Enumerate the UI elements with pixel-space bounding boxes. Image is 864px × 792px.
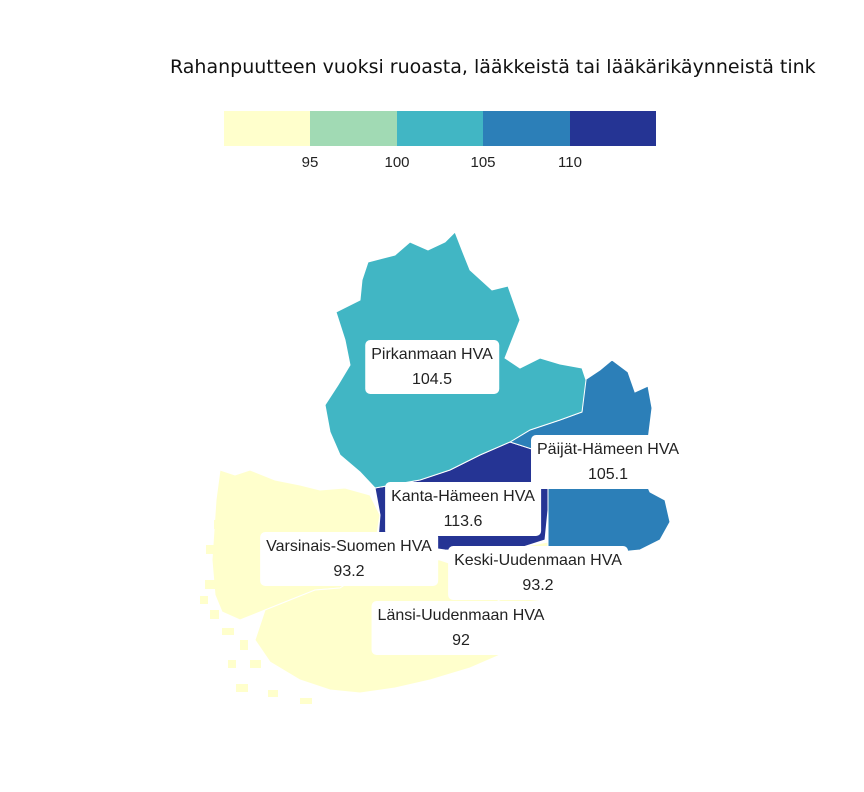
region-label-varsinais-suomi: Varsinais-Suomen HVA 93.2 xyxy=(260,532,438,586)
legend-tick-100: 100 xyxy=(384,154,410,171)
legend-swatch-2 xyxy=(310,111,397,146)
region-label-kanta-hame: Kanta-Hämeen HVA 113.6 xyxy=(385,482,541,536)
legend-tick-110: 110 xyxy=(558,154,582,171)
region-name: Länsi-Uudenmaan HVA xyxy=(377,607,545,624)
region-value: 93.2 xyxy=(333,563,365,580)
color-legend: 95 100 105 110 xyxy=(224,111,656,181)
region-value: 104.5 xyxy=(411,371,453,388)
region-name: Keski-Uudenmaan HVA xyxy=(454,552,622,569)
region-name: Varsinais-Suomen HVA xyxy=(266,538,432,555)
legend-swatch-5 xyxy=(570,111,656,146)
legend-swatch-4 xyxy=(483,111,570,146)
region-label-lansi-uusimaa: Länsi-Uudenmaan HVA 92 xyxy=(371,601,551,655)
legend-swatch-3 xyxy=(397,111,483,146)
region-label-keski-uusimaa: Keski-Uudenmaan HVA 93.2 xyxy=(448,546,628,600)
legend-swatch-1 xyxy=(224,111,310,146)
legend-tick-95: 95 xyxy=(301,154,319,171)
region-value: 113.6 xyxy=(443,513,483,530)
region-name: Pirkanmaan HVA xyxy=(371,346,493,363)
region-value: 105.1 xyxy=(587,466,629,483)
region-label-pirkanmaa: Pirkanmaan HVA 104.5 xyxy=(365,340,499,394)
legend-tick-105: 105 xyxy=(470,154,496,171)
region-label-paijat-hame: Päijät-Hämeen HVA 105.1 xyxy=(531,435,685,489)
region-value: 92 xyxy=(452,632,470,649)
region-name: Päijät-Hämeen HVA xyxy=(537,441,679,458)
map-title: Rahanpuutteen vuoksi ruoasta, lääkkeistä… xyxy=(170,56,816,78)
archipelago-islands xyxy=(200,520,312,704)
region-name: Kanta-Hämeen HVA xyxy=(391,488,535,505)
region-value: 93.2 xyxy=(522,577,554,594)
